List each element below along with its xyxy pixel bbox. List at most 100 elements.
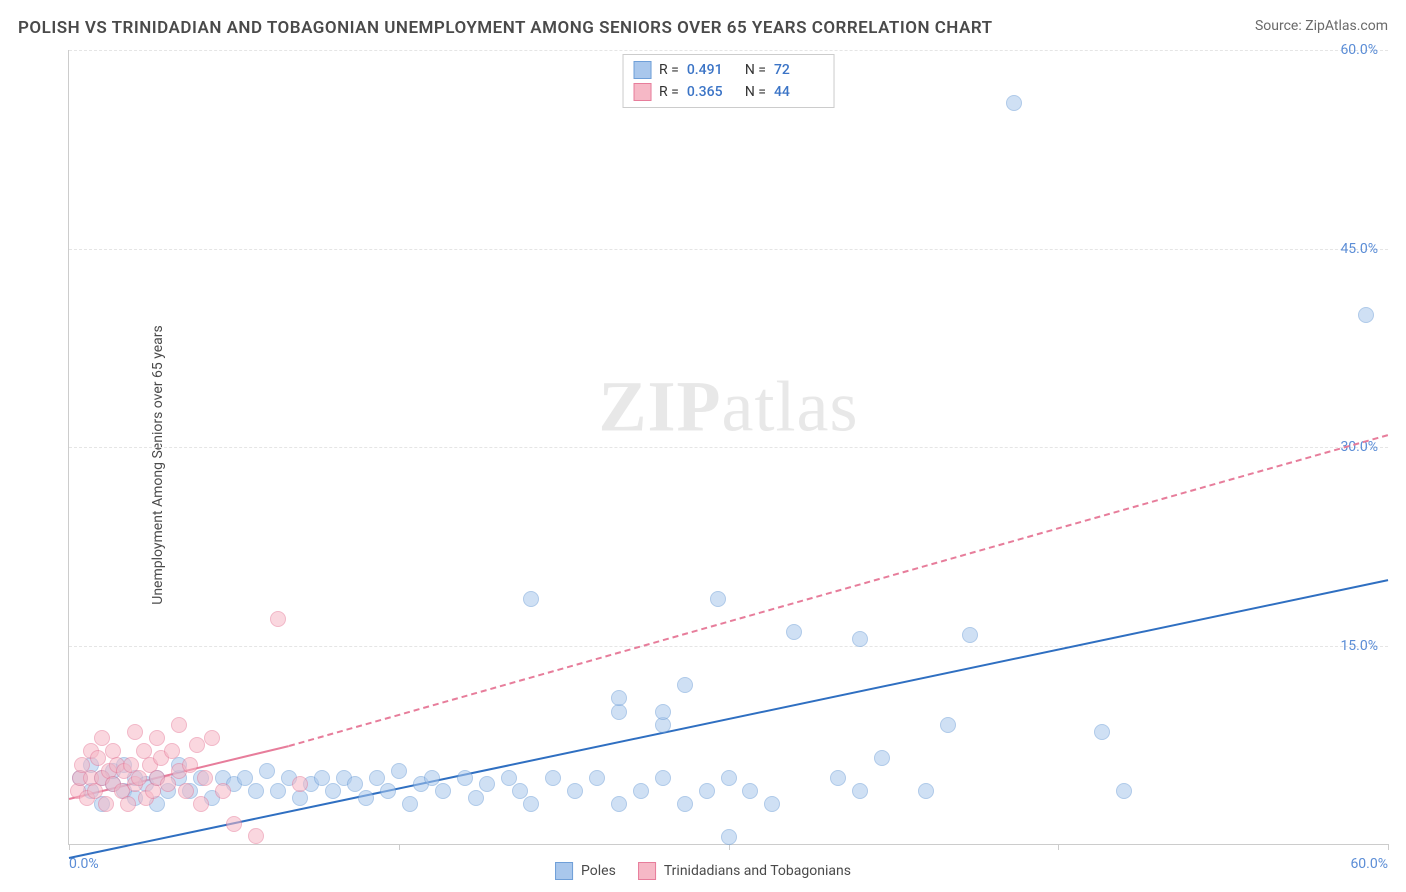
- data-point: [292, 776, 308, 792]
- data-point: [710, 591, 726, 607]
- data-point: [1116, 783, 1132, 799]
- data-point: [380, 783, 396, 799]
- data-point: [962, 627, 978, 643]
- data-point: [435, 783, 451, 799]
- data-point: [852, 783, 868, 799]
- data-point: [270, 611, 286, 627]
- data-point: [721, 829, 737, 845]
- source-attribution: Source: ZipAtlas.com: [1255, 18, 1388, 34]
- data-point: [131, 770, 147, 786]
- r-label: R =: [659, 62, 679, 78]
- data-point: [164, 743, 180, 759]
- data-point: [248, 828, 264, 844]
- x-tick: [1058, 844, 1059, 850]
- gridline: [69, 447, 1388, 448]
- n-label: N =: [745, 84, 766, 100]
- data-point: [677, 677, 693, 693]
- data-point: [1358, 307, 1374, 323]
- stats-row: R = 0.491 N = 72: [633, 59, 824, 81]
- data-point: [149, 730, 165, 746]
- y-tick-label: 60.0%: [1340, 42, 1378, 58]
- gridline: [69, 646, 1388, 647]
- data-point: [325, 783, 341, 799]
- data-point: [523, 796, 539, 812]
- legend-label: Poles: [581, 863, 616, 879]
- data-point: [918, 783, 934, 799]
- data-point: [248, 783, 264, 799]
- data-point: [589, 770, 605, 786]
- data-point: [402, 796, 418, 812]
- data-point: [358, 790, 374, 806]
- data-point: [391, 763, 407, 779]
- series-swatch: [555, 862, 573, 880]
- r-value: 0.365: [687, 84, 737, 100]
- x-tick: [69, 844, 70, 850]
- data-point: [193, 796, 209, 812]
- r-label: R =: [659, 84, 679, 100]
- data-point: [204, 730, 220, 746]
- data-point: [457, 770, 473, 786]
- data-point: [830, 770, 846, 786]
- data-point: [468, 790, 484, 806]
- plot-area: ZIPatlas R = 0.491 N = 72 R = 0.365 N = 44 15.0…: [68, 50, 1388, 845]
- chart-wrap: Unemployment Among Seniors over 65 years…: [18, 50, 1388, 880]
- x-tick-label: 0.0%: [69, 856, 99, 872]
- data-point: [655, 770, 671, 786]
- x-tick: [399, 844, 400, 850]
- data-point: [874, 750, 890, 766]
- r-value: 0.491: [687, 62, 737, 78]
- chart-title: POLISH VS TRINIDADIAN AND TOBAGONIAN UNE…: [18, 18, 993, 38]
- data-point: [721, 770, 737, 786]
- data-point: [259, 763, 275, 779]
- data-point: [1094, 724, 1110, 740]
- data-point: [764, 796, 780, 812]
- data-point: [742, 783, 758, 799]
- data-point: [197, 770, 213, 786]
- y-tick-label: 15.0%: [1340, 638, 1378, 654]
- data-point: [178, 783, 194, 799]
- data-point: [852, 631, 868, 647]
- n-value: 72: [774, 62, 824, 78]
- stats-legend-box: R = 0.491 N = 72 R = 0.365 N = 44: [622, 54, 835, 108]
- legend-label: Trinidadians and Tobagonians: [664, 863, 851, 879]
- data-point: [270, 783, 286, 799]
- data-point: [1006, 95, 1022, 111]
- data-point: [567, 783, 583, 799]
- data-point: [633, 783, 649, 799]
- data-point: [189, 737, 205, 753]
- data-point: [655, 704, 671, 720]
- data-point: [127, 724, 143, 740]
- y-tick-label: 45.0%: [1340, 241, 1378, 257]
- series-swatch: [638, 862, 656, 880]
- data-point: [699, 783, 715, 799]
- data-point: [786, 624, 802, 640]
- legend-item: Trinidadians and Tobagonians: [638, 862, 851, 880]
- data-point: [120, 796, 136, 812]
- data-point: [545, 770, 561, 786]
- data-point: [160, 776, 176, 792]
- data-point: [479, 776, 495, 792]
- data-point: [523, 591, 539, 607]
- data-point: [677, 796, 693, 812]
- data-point: [171, 717, 187, 733]
- legend-bottom: Poles Trinidadians and Tobagonians: [555, 862, 851, 880]
- data-point: [182, 757, 198, 773]
- gridline: [69, 249, 1388, 250]
- data-point: [940, 717, 956, 733]
- data-point: [215, 783, 231, 799]
- stats-row: R = 0.365 N = 44: [633, 81, 824, 103]
- n-label: N =: [745, 62, 766, 78]
- gridline: [69, 50, 1388, 51]
- data-point: [98, 796, 114, 812]
- series-swatch: [633, 61, 651, 79]
- chart-container: POLISH VS TRINIDADIAN AND TOBAGONIAN UNE…: [0, 0, 1406, 892]
- legend-item: Poles: [555, 862, 616, 880]
- x-tick: [1388, 844, 1389, 850]
- n-value: 44: [774, 84, 824, 100]
- x-tick-label: 60.0%: [1350, 856, 1388, 872]
- series-swatch: [633, 83, 651, 101]
- watermark: ZIPatlas: [599, 366, 859, 449]
- regression-line: [289, 434, 1389, 747]
- data-point: [226, 816, 242, 832]
- data-point: [611, 796, 627, 812]
